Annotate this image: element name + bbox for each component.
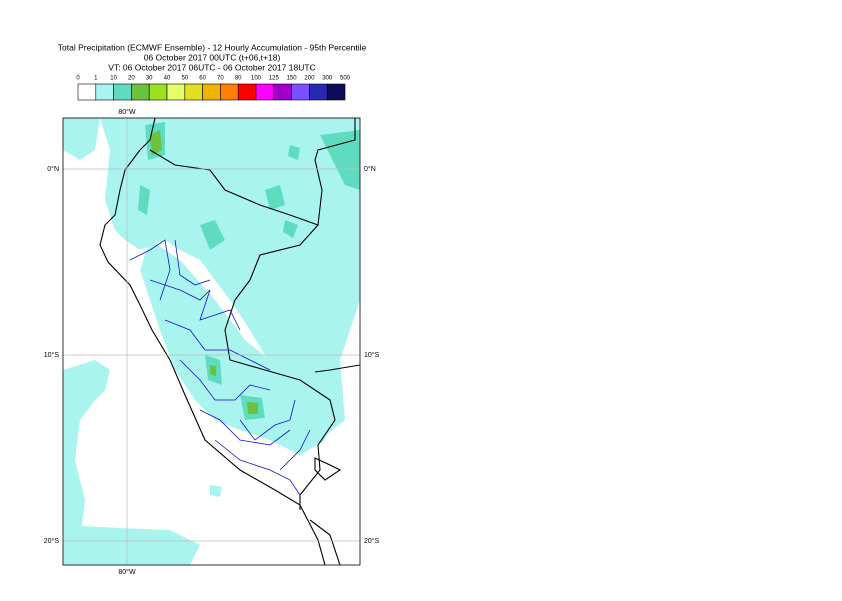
legend-label: 70 bbox=[217, 76, 224, 82]
legend-label: 125 bbox=[269, 76, 280, 82]
lon-label: 80°W bbox=[118, 568, 136, 576]
title-line: Total Precipitation (ECMWF Ensemble) - 1… bbox=[58, 42, 367, 52]
title-line: VT: 06 October 2017 06UTC - 06 October 2… bbox=[108, 62, 315, 72]
legend-swatch bbox=[291, 83, 310, 101]
legend-label: 40 bbox=[164, 76, 171, 82]
lat-label: 0°N bbox=[364, 165, 376, 173]
legend-label: 20 bbox=[128, 76, 135, 82]
legend-label: 30 bbox=[146, 76, 153, 82]
legend-label: 150 bbox=[287, 76, 298, 82]
legend-label: 100 bbox=[251, 76, 262, 82]
lon-label: 80°W bbox=[118, 108, 136, 116]
lat-label: 20°S bbox=[364, 537, 380, 545]
legend-swatch bbox=[273, 83, 292, 101]
legend-swatch bbox=[95, 83, 114, 101]
legend-swatch bbox=[255, 83, 275, 101]
legend-label: 1 bbox=[94, 76, 98, 82]
map-frame bbox=[62, 117, 361, 566]
legend-swatch bbox=[237, 83, 257, 101]
legend-label: 200 bbox=[304, 76, 315, 82]
legend-swatch bbox=[309, 83, 328, 101]
lat-label: 10°S bbox=[364, 351, 380, 359]
legend-label: 500 bbox=[340, 76, 351, 82]
map bbox=[63, 118, 360, 565]
legend-swatch bbox=[202, 83, 221, 101]
legend-label: 0 bbox=[76, 76, 80, 82]
precip-heavy bbox=[150, 130, 258, 414]
title-line: 06 October 2017 00UTC (t+06,t+18) bbox=[144, 52, 281, 62]
legend-swatch bbox=[220, 83, 239, 101]
legend-swatch bbox=[326, 83, 346, 101]
legend-label: 50 bbox=[181, 76, 188, 82]
graticule bbox=[63, 118, 360, 565]
legend-label: 80 bbox=[235, 76, 242, 82]
lat-label: 20°S bbox=[44, 537, 60, 545]
precip-light bbox=[63, 118, 360, 565]
legend-swatch bbox=[77, 83, 97, 101]
admin-boundaries bbox=[129, 239, 311, 496]
legend-label: 300 bbox=[322, 76, 333, 82]
lat-label: 0°N bbox=[47, 165, 59, 173]
lat-label: 10°S bbox=[44, 351, 60, 359]
legend-label: 10 bbox=[110, 76, 117, 82]
legend-swatch bbox=[131, 83, 150, 101]
legend-label: 60 bbox=[199, 76, 206, 82]
legend-swatch bbox=[184, 83, 203, 101]
legend-swatch bbox=[113, 83, 132, 101]
legend-swatch bbox=[166, 83, 186, 101]
legend-swatch bbox=[148, 83, 168, 101]
